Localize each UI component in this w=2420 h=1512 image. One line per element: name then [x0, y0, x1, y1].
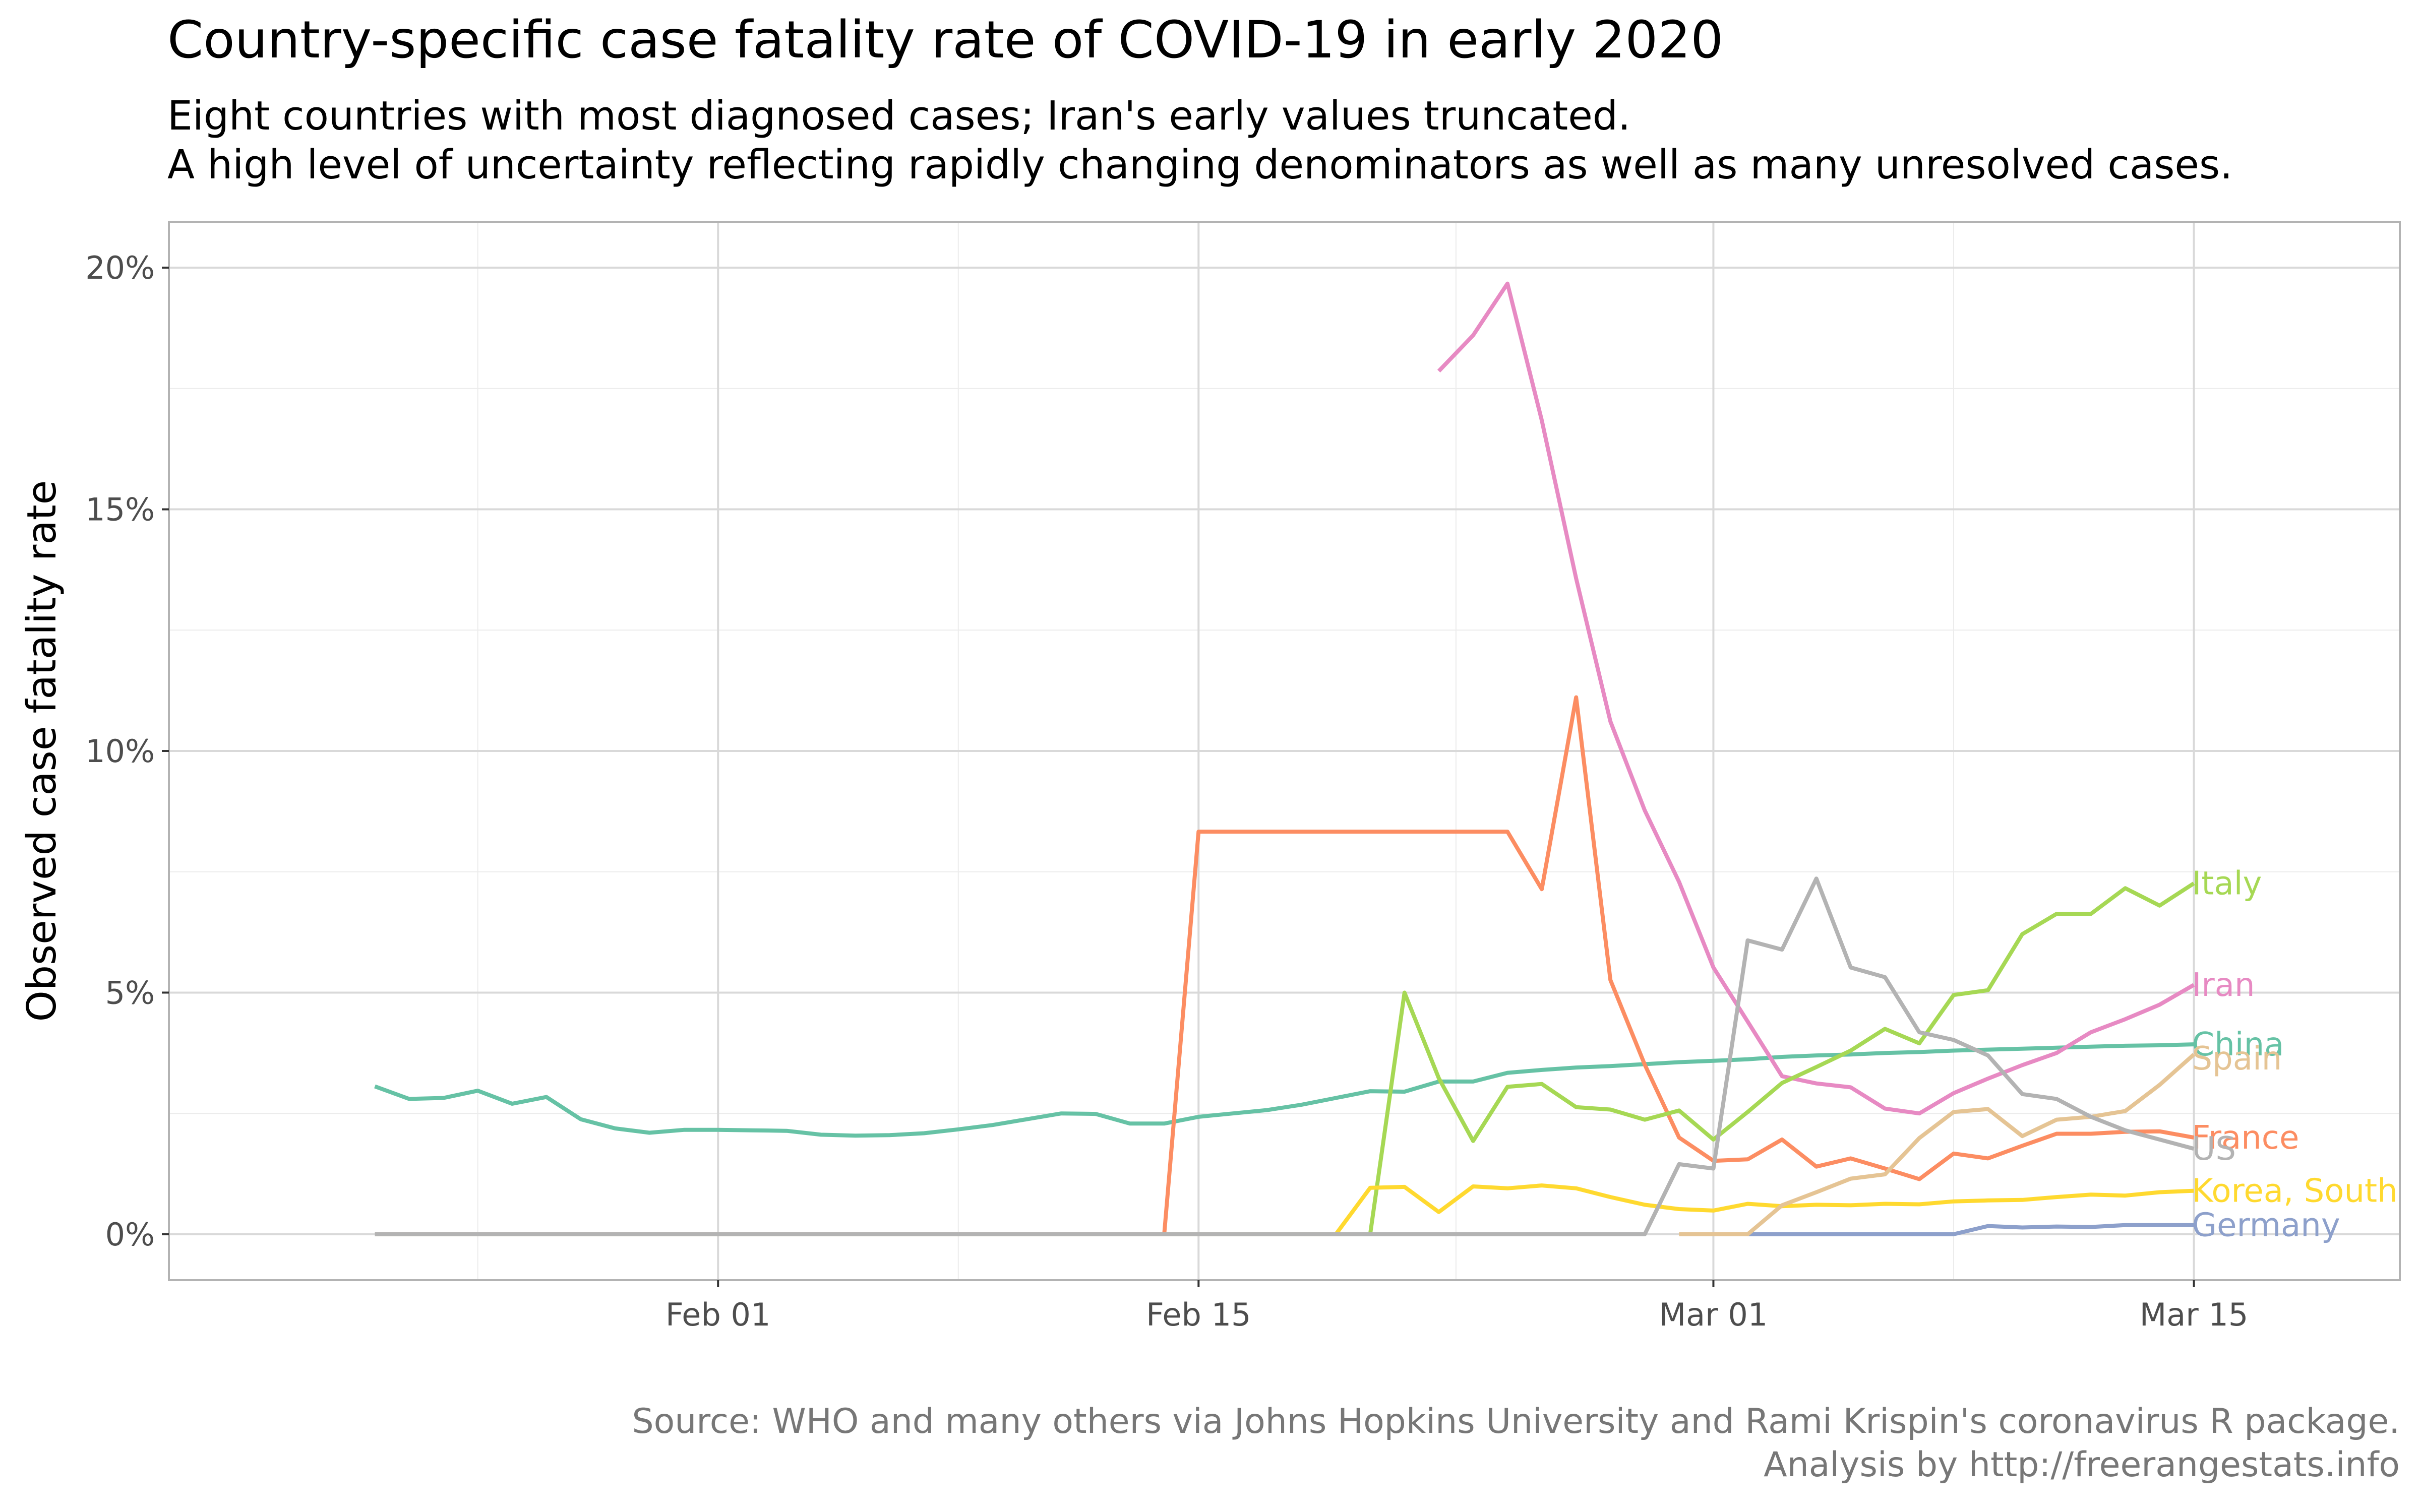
grid-layer: [169, 222, 2400, 1280]
y-tick-label: 15%: [85, 491, 155, 528]
x-tick-label: Feb 15: [1146, 1296, 1251, 1333]
end-label-italy: Italy: [2192, 865, 2262, 903]
y-tick-label: 5%: [105, 974, 155, 1011]
y-tick-label: 20%: [85, 249, 155, 286]
x-tick-label: Mar 15: [2140, 1296, 2249, 1333]
axis-layer: 0% 5% 10% 15% 20% Feb 01 Feb 15 Mar 01 Mar 15: [85, 249, 2248, 1333]
y-tick-label: 10%: [85, 733, 155, 770]
series-line-spain: [1679, 1053, 2196, 1236]
chart-subtitle-line-2: A high level of uncertainty reflecting r…: [167, 142, 2233, 188]
x-tick-label: Mar 01: [1659, 1296, 1768, 1333]
end-label-us: US: [2192, 1130, 2236, 1168]
series-line-italy: [375, 881, 2195, 1236]
x-tick-label: Feb 01: [666, 1296, 770, 1333]
end-label-china: China: [2192, 1026, 2284, 1063]
end-label-france: France: [2192, 1119, 2300, 1157]
series-line-us: [375, 876, 2195, 1236]
series-line-iran: [1437, 281, 2195, 1116]
series-line-china: [374, 1042, 2194, 1138]
chart-subtitle-line-1: Eight countries with most diagnosed case…: [167, 93, 1631, 139]
series-layer: [374, 281, 2196, 1236]
chart-caption-line-2: Analysis by http://freerangestats.info: [1764, 1445, 2400, 1485]
chart-subtitle: Eight countries with most diagnosed case…: [167, 92, 2232, 190]
end-label-iran: Iran: [2192, 967, 2255, 1004]
y-tick-label: 0%: [105, 1216, 155, 1253]
end-label-spain: Spain: [2192, 1040, 2282, 1078]
chart-title: Country-specific case fatality rate of C…: [167, 10, 1724, 70]
chart-caption-line-1: Source: WHO and many others via Johns Ho…: [632, 1402, 2400, 1441]
series-line-germany: [1747, 1223, 2194, 1236]
end-label-korea-south: Korea, South: [2192, 1173, 2398, 1210]
series-line-korea-south: [375, 1183, 2194, 1236]
end-label-germany: Germany: [2192, 1207, 2340, 1244]
series-line-france: [375, 695, 2195, 1236]
y-axis-title: Observed case fatality rate: [19, 480, 65, 1022]
chart-caption: Source: WHO and many others via Johns Ho…: [632, 1400, 2400, 1487]
